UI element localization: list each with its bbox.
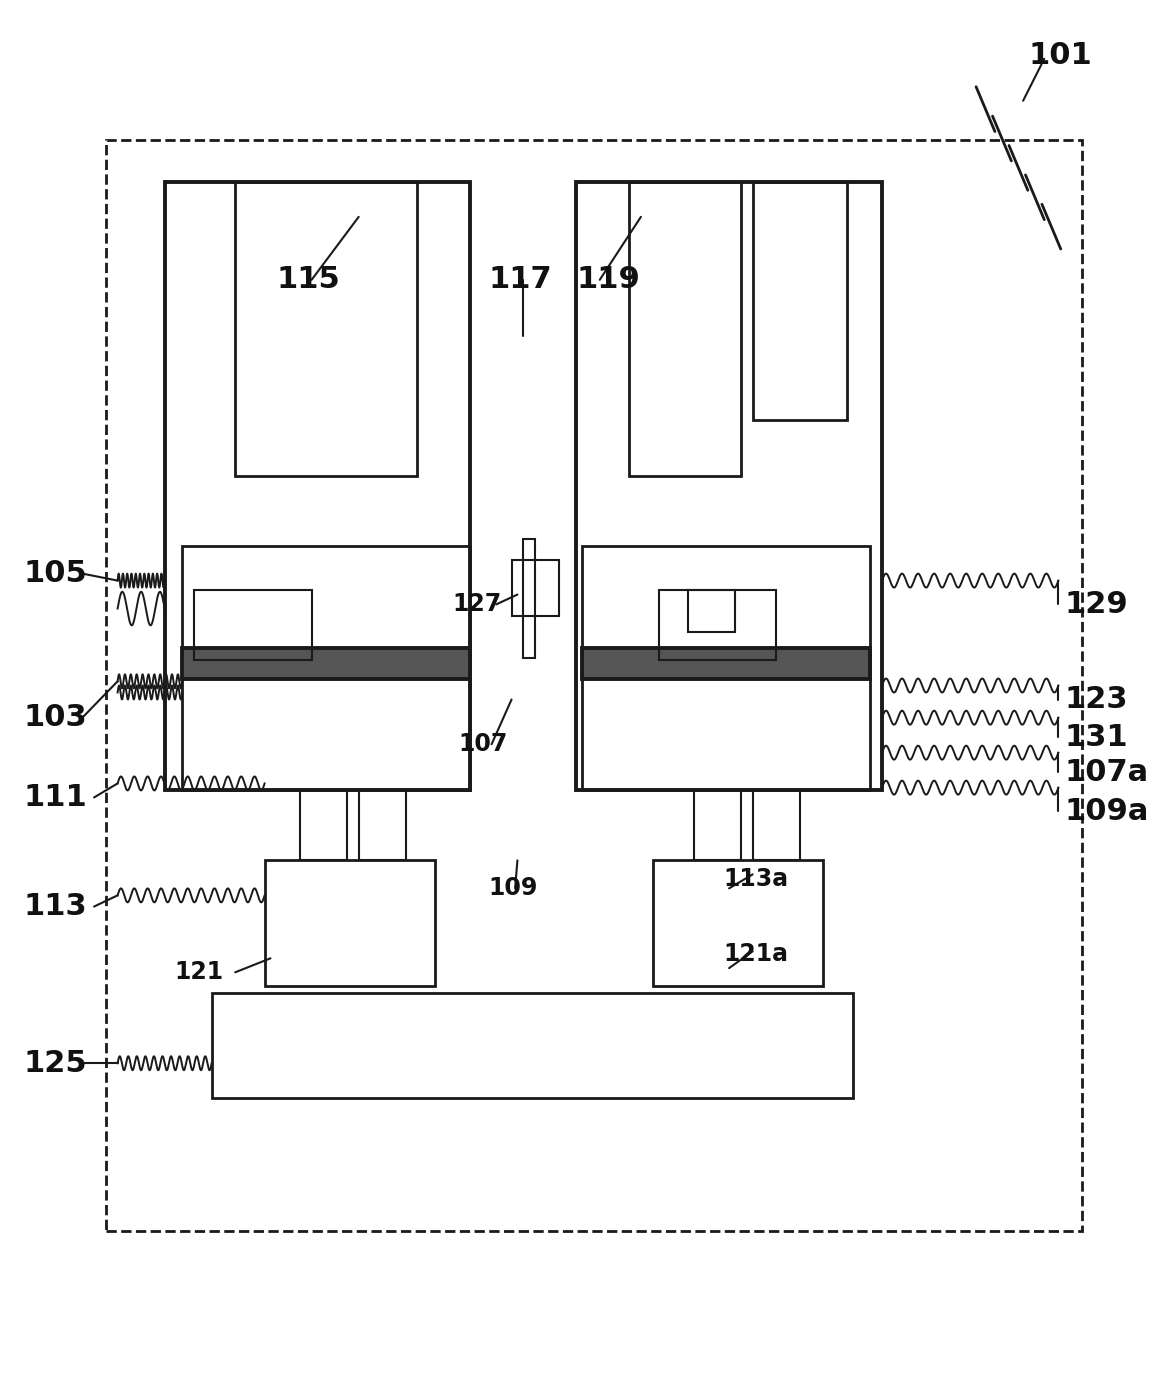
Text: 121: 121	[174, 960, 223, 985]
Bar	[629, 182, 741, 476]
Bar	[523, 539, 535, 658]
Text: 121a: 121a	[723, 942, 788, 967]
Bar	[753, 182, 847, 420]
Bar	[582, 648, 870, 679]
Text: 103: 103	[24, 704, 87, 732]
Bar	[182, 546, 470, 790]
Bar	[165, 182, 470, 790]
Text: 107a: 107a	[1064, 758, 1149, 786]
Text: 107: 107	[459, 732, 508, 757]
Text: 129: 129	[1064, 590, 1128, 618]
Bar	[659, 590, 776, 660]
Text: 105: 105	[24, 560, 87, 588]
Bar	[359, 790, 406, 860]
Text: 115: 115	[276, 266, 340, 294]
Text: 111: 111	[24, 783, 87, 811]
Text: 125: 125	[24, 1049, 87, 1077]
Bar	[235, 182, 417, 476]
Bar	[694, 790, 741, 860]
Text: 131: 131	[1064, 723, 1128, 751]
Bar	[182, 648, 470, 679]
Text: 123: 123	[1064, 686, 1128, 713]
Text: 109a: 109a	[1064, 797, 1149, 825]
Bar	[265, 860, 435, 986]
Bar	[688, 590, 735, 632]
Text: 119: 119	[576, 266, 640, 294]
Bar	[753, 790, 800, 860]
Bar	[194, 590, 312, 660]
Text: 117: 117	[488, 266, 552, 294]
Bar	[106, 140, 1082, 1231]
Bar	[653, 860, 823, 986]
Bar	[582, 546, 870, 790]
Text: 113a: 113a	[723, 866, 788, 891]
Text: 109: 109	[488, 876, 537, 901]
Bar	[300, 790, 347, 860]
Bar	[212, 993, 853, 1098]
Text: 101: 101	[1029, 42, 1093, 70]
Bar	[512, 560, 559, 616]
Text: 127: 127	[453, 592, 502, 617]
Text: 113: 113	[24, 893, 87, 921]
Bar	[576, 182, 882, 790]
